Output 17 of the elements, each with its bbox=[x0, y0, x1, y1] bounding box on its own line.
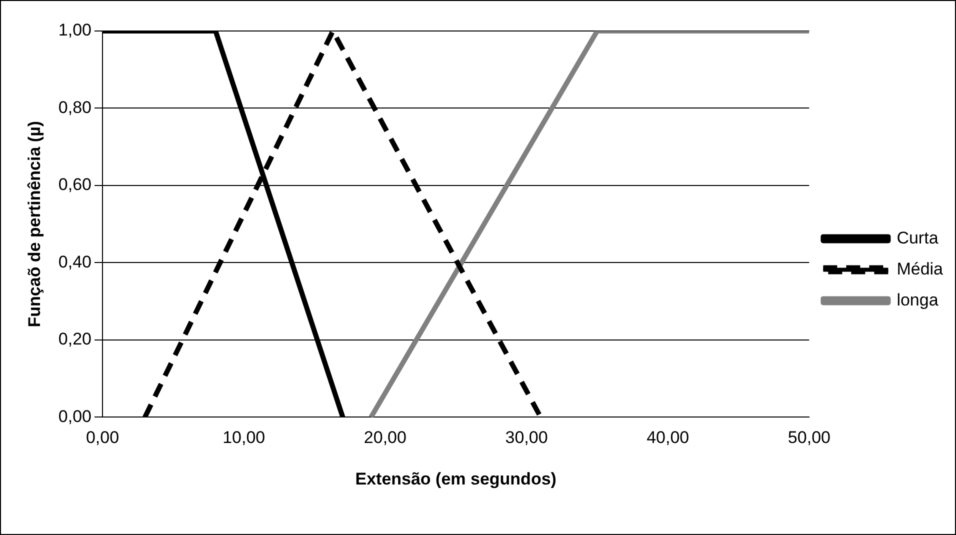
y-tick-label: 0,80 bbox=[58, 98, 92, 117]
legend-label: Curta bbox=[896, 228, 939, 248]
y-axis-title: Funçaõ de pertinência (µ) bbox=[24, 120, 44, 328]
x-tick-label: 20,00 bbox=[364, 428, 406, 448]
x-tick-label: 10,00 bbox=[222, 428, 266, 448]
x-tick-label: 40,00 bbox=[646, 428, 690, 448]
y-tick-label: 0,20 bbox=[58, 330, 92, 349]
y-tick-label: 0,40 bbox=[58, 252, 92, 272]
y-tick-label: 0,60 bbox=[58, 175, 92, 194]
legend-label: longa bbox=[896, 290, 939, 310]
x-axis-title: Extensão (em segundos) bbox=[355, 469, 556, 488]
x-tick-label: 50,00 bbox=[788, 428, 830, 448]
x-tick-label: 30,00 bbox=[505, 428, 548, 448]
x-tick-label: 0,00 bbox=[86, 428, 120, 448]
legend-label: Média bbox=[896, 259, 944, 278]
y-tick-label: 1,00 bbox=[58, 20, 92, 40]
y-tick-label: 0,00 bbox=[58, 406, 92, 426]
